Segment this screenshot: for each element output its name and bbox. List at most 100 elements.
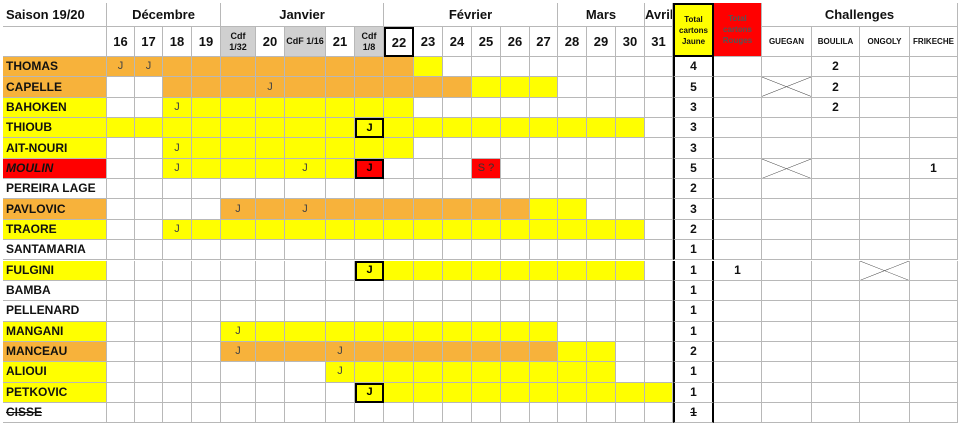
match-cell — [355, 219, 384, 241]
match-cell — [135, 179, 163, 200]
match-cell — [135, 138, 163, 159]
red-total — [714, 402, 762, 424]
match-cell — [472, 280, 501, 302]
match-cell — [616, 158, 645, 180]
match-cell — [107, 158, 135, 180]
month: Janvier — [221, 3, 384, 27]
match-cell — [256, 138, 285, 159]
match-cell — [163, 402, 192, 424]
match-cell — [285, 280, 326, 302]
match-cell — [558, 138, 587, 159]
match-cell — [472, 260, 501, 281]
match-cell — [135, 219, 163, 241]
challenge-cell — [910, 179, 958, 200]
match-cell — [192, 260, 221, 281]
challenge-cell — [762, 179, 812, 200]
match-cell — [414, 301, 443, 322]
round-header: 24 — [443, 27, 472, 57]
challenge-cell — [910, 97, 958, 119]
match-cell — [443, 260, 472, 281]
match-cell — [616, 118, 645, 139]
round-header: 27 — [530, 27, 558, 57]
match-cell — [587, 118, 616, 139]
match-cell — [530, 260, 558, 281]
match-cell — [355, 97, 384, 119]
round-header: 17 — [135, 27, 163, 57]
season-title: Saison 19/20 — [3, 3, 107, 27]
challenge-cell — [762, 301, 812, 322]
match-cell — [221, 382, 256, 403]
match-cell — [472, 362, 501, 383]
month: Février — [384, 3, 558, 27]
match-cell — [107, 219, 135, 241]
challenge-cell — [910, 341, 958, 363]
match-cell — [587, 321, 616, 342]
match-cell — [163, 280, 192, 302]
challenge-cell — [762, 97, 812, 119]
match-cell — [384, 179, 414, 200]
match-cell — [443, 138, 472, 159]
round-header: 16 — [107, 27, 135, 57]
challenge-cell — [762, 402, 812, 424]
match-cell — [256, 97, 285, 119]
match-cell — [587, 219, 616, 241]
yellow-total: 2 — [673, 219, 714, 241]
yellow-total-header: Total cartons Jaune — [673, 3, 714, 57]
player-name: THIOUB — [3, 118, 107, 139]
match-cell — [256, 57, 285, 78]
match-cell — [414, 240, 443, 261]
match-cell — [472, 219, 501, 241]
match-cell — [384, 362, 414, 383]
match-cell — [163, 341, 192, 363]
challenger: FRIKECHE — [910, 27, 958, 57]
match-cell — [501, 118, 530, 139]
challenge-cell — [860, 321, 910, 342]
cross — [860, 260, 909, 280]
challenge-cell — [910, 321, 958, 342]
challenge-cell — [860, 260, 910, 281]
red-total — [714, 240, 762, 261]
match-cell — [285, 362, 326, 383]
match-cell — [530, 118, 558, 139]
match-cell: J — [221, 321, 256, 342]
match-cell — [384, 138, 414, 159]
match-cell — [587, 179, 616, 200]
challenges-header: Challenges — [762, 3, 958, 27]
match-cell — [285, 219, 326, 241]
match-cell — [472, 77, 501, 98]
match-cell: J — [163, 138, 192, 159]
match-cell — [192, 280, 221, 302]
match-cell — [530, 301, 558, 322]
match-cell — [558, 57, 587, 78]
match-cell — [645, 280, 673, 302]
match-cell — [443, 179, 472, 200]
match-cell — [384, 321, 414, 342]
match-cell — [616, 97, 645, 119]
match-cell — [384, 97, 414, 119]
match-cell: J — [355, 158, 384, 180]
match-cell — [163, 382, 192, 403]
match-cell — [501, 138, 530, 159]
match-cell: J — [285, 199, 326, 220]
challenge-cell — [860, 158, 910, 180]
match-cell — [414, 402, 443, 424]
player-name: ALIOUI — [3, 362, 107, 383]
player-name: SANTAMARIA — [3, 240, 107, 261]
match-cell — [256, 321, 285, 342]
match-cell — [256, 382, 285, 403]
challenge-cell — [762, 382, 812, 403]
match-cell — [326, 77, 355, 98]
month: Avril — [645, 3, 673, 27]
match-cell: J — [285, 158, 326, 180]
red-total: 1 — [714, 260, 762, 281]
match-cell — [587, 382, 616, 403]
challenge-cell — [860, 402, 910, 424]
challenge-cell — [910, 138, 958, 159]
challenge-cell — [860, 57, 910, 78]
challenge-cell — [812, 179, 860, 200]
challenge-cell — [910, 240, 958, 261]
match-cell — [472, 240, 501, 261]
match-cell — [326, 118, 355, 139]
red-total — [714, 219, 762, 241]
match-cell — [587, 301, 616, 322]
